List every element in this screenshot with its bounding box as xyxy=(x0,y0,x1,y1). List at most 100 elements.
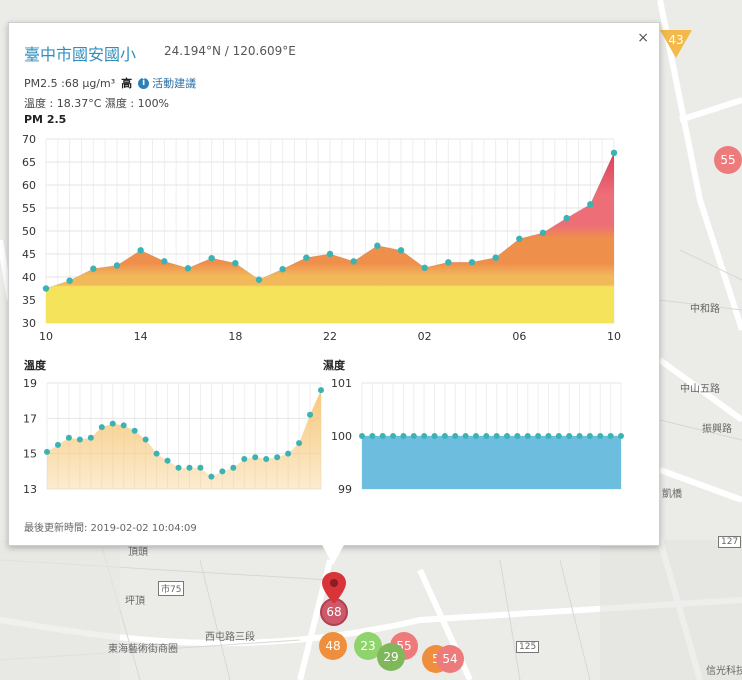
last-updated: 最後更新時間: 2019-02-02 10:04:09 xyxy=(24,523,197,534)
temp-y-tick: 13 xyxy=(23,483,37,493)
temp-point[interactable] xyxy=(263,455,270,462)
hum-point[interactable] xyxy=(400,433,407,439)
pm25-point[interactable] xyxy=(232,260,239,267)
pm25-point[interactable] xyxy=(492,254,499,261)
station-marker[interactable]: 54 xyxy=(436,645,464,673)
temp-point[interactable] xyxy=(65,434,72,441)
temp-point[interactable] xyxy=(307,411,314,418)
temp-point[interactable] xyxy=(318,387,324,394)
hum-point[interactable] xyxy=(359,433,365,439)
temperature-chart-title: 溫度 xyxy=(24,359,46,372)
pm25-point[interactable] xyxy=(397,247,405,254)
station-marker[interactable]: 23 xyxy=(354,632,382,660)
hum-point[interactable] xyxy=(379,433,386,439)
temp-point[interactable] xyxy=(219,468,226,475)
temp-point[interactable] xyxy=(54,441,61,448)
pm25-point[interactable] xyxy=(161,258,168,265)
hum-point[interactable] xyxy=(504,433,511,439)
station-marker[interactable]: 48 xyxy=(319,632,347,660)
hum-point[interactable] xyxy=(431,433,438,439)
pm25-point[interactable] xyxy=(421,264,428,271)
temp-point[interactable] xyxy=(208,473,215,480)
station-coordinates: 24.194°N / 120.609°E xyxy=(164,44,296,58)
pm25-x-tick: 10 xyxy=(607,330,621,343)
temp-point[interactable] xyxy=(142,436,149,443)
pm25-point[interactable] xyxy=(42,285,50,292)
close-icon[interactable]: × xyxy=(637,30,649,46)
hum-point[interactable] xyxy=(452,433,459,439)
temp-point[interactable] xyxy=(274,454,281,461)
pm25-point[interactable] xyxy=(374,242,381,249)
hum-point[interactable] xyxy=(535,433,542,439)
map-label: 中山五路 xyxy=(680,384,720,395)
hum-point[interactable] xyxy=(597,433,604,439)
temp-point[interactable] xyxy=(197,464,204,471)
temp-y-tick: 19 xyxy=(23,377,37,390)
temp-point[interactable] xyxy=(186,464,193,471)
hum-point[interactable] xyxy=(493,433,500,439)
hum-point[interactable] xyxy=(545,433,552,439)
pm25-point[interactable] xyxy=(208,254,215,262)
hum-point[interactable] xyxy=(524,433,531,439)
hum-point[interactable] xyxy=(586,433,593,439)
pm25-point[interactable] xyxy=(255,276,263,283)
hum-point[interactable] xyxy=(576,433,583,439)
pm25-point[interactable] xyxy=(539,229,547,237)
temp-point[interactable] xyxy=(109,420,116,427)
hum-point[interactable] xyxy=(483,433,490,439)
hum-point[interactable] xyxy=(421,433,428,439)
temp-point[interactable] xyxy=(76,436,83,443)
pm25-point[interactable] xyxy=(350,258,357,265)
temp-point[interactable] xyxy=(98,424,105,431)
temp-point[interactable] xyxy=(252,454,259,461)
temp-point[interactable] xyxy=(164,457,171,464)
pm25-point[interactable] xyxy=(326,250,334,258)
location-pin-icon[interactable] xyxy=(322,572,346,604)
pm25-x-tick: 02 xyxy=(418,330,432,343)
pm25-point[interactable] xyxy=(587,201,594,208)
activity-advice-link[interactable]: i 活動建議 xyxy=(138,75,196,91)
temp-point[interactable] xyxy=(230,464,237,471)
hum-point[interactable] xyxy=(555,433,562,439)
pm25-point[interactable] xyxy=(90,265,97,272)
station-marker[interactable]: 43 xyxy=(660,30,692,58)
pm25-x-tick: 18 xyxy=(228,330,242,343)
info-icon: i xyxy=(138,77,150,89)
temperature-chart: 13 15 17 19 xyxy=(23,377,324,493)
hum-point[interactable] xyxy=(618,433,624,439)
pm25-point[interactable] xyxy=(303,254,310,261)
temp-point[interactable] xyxy=(175,464,182,471)
temp-point[interactable] xyxy=(44,448,50,455)
pm25-point[interactable] xyxy=(184,265,192,272)
pm25-point[interactable] xyxy=(279,265,286,273)
hum-point[interactable] xyxy=(566,433,573,439)
hum-point[interactable] xyxy=(410,433,417,439)
hum-point[interactable] xyxy=(462,433,469,439)
hum-point[interactable] xyxy=(369,433,376,439)
temp-point[interactable] xyxy=(285,450,292,457)
temp-y-tick: 17 xyxy=(23,412,37,425)
pm25-y-tick: 65 xyxy=(22,156,36,169)
station-marker[interactable]: 55 xyxy=(714,146,742,174)
temp-point[interactable] xyxy=(241,455,248,462)
hum-point[interactable] xyxy=(441,433,448,439)
pm25-y-tick: 35 xyxy=(22,294,36,307)
temp-point[interactable] xyxy=(87,434,94,441)
pm25-point[interactable] xyxy=(137,247,144,254)
temp-point[interactable] xyxy=(296,440,303,447)
pm25-point[interactable] xyxy=(563,214,570,222)
hum-point[interactable] xyxy=(390,433,397,439)
pm25-point[interactable] xyxy=(66,277,73,284)
pm25-point[interactable] xyxy=(610,149,618,156)
temp-point[interactable] xyxy=(120,422,127,429)
pm25-point[interactable] xyxy=(113,262,121,269)
hum-point[interactable] xyxy=(607,433,614,439)
hum-point[interactable] xyxy=(472,433,479,439)
station-marker[interactable]: 29 xyxy=(377,643,405,671)
pm25-point[interactable] xyxy=(516,235,523,243)
pm25-point[interactable] xyxy=(468,259,476,266)
temp-point[interactable] xyxy=(153,450,160,457)
pm25-point[interactable] xyxy=(445,259,452,266)
temp-point[interactable] xyxy=(131,427,138,434)
hum-point[interactable] xyxy=(514,433,521,439)
